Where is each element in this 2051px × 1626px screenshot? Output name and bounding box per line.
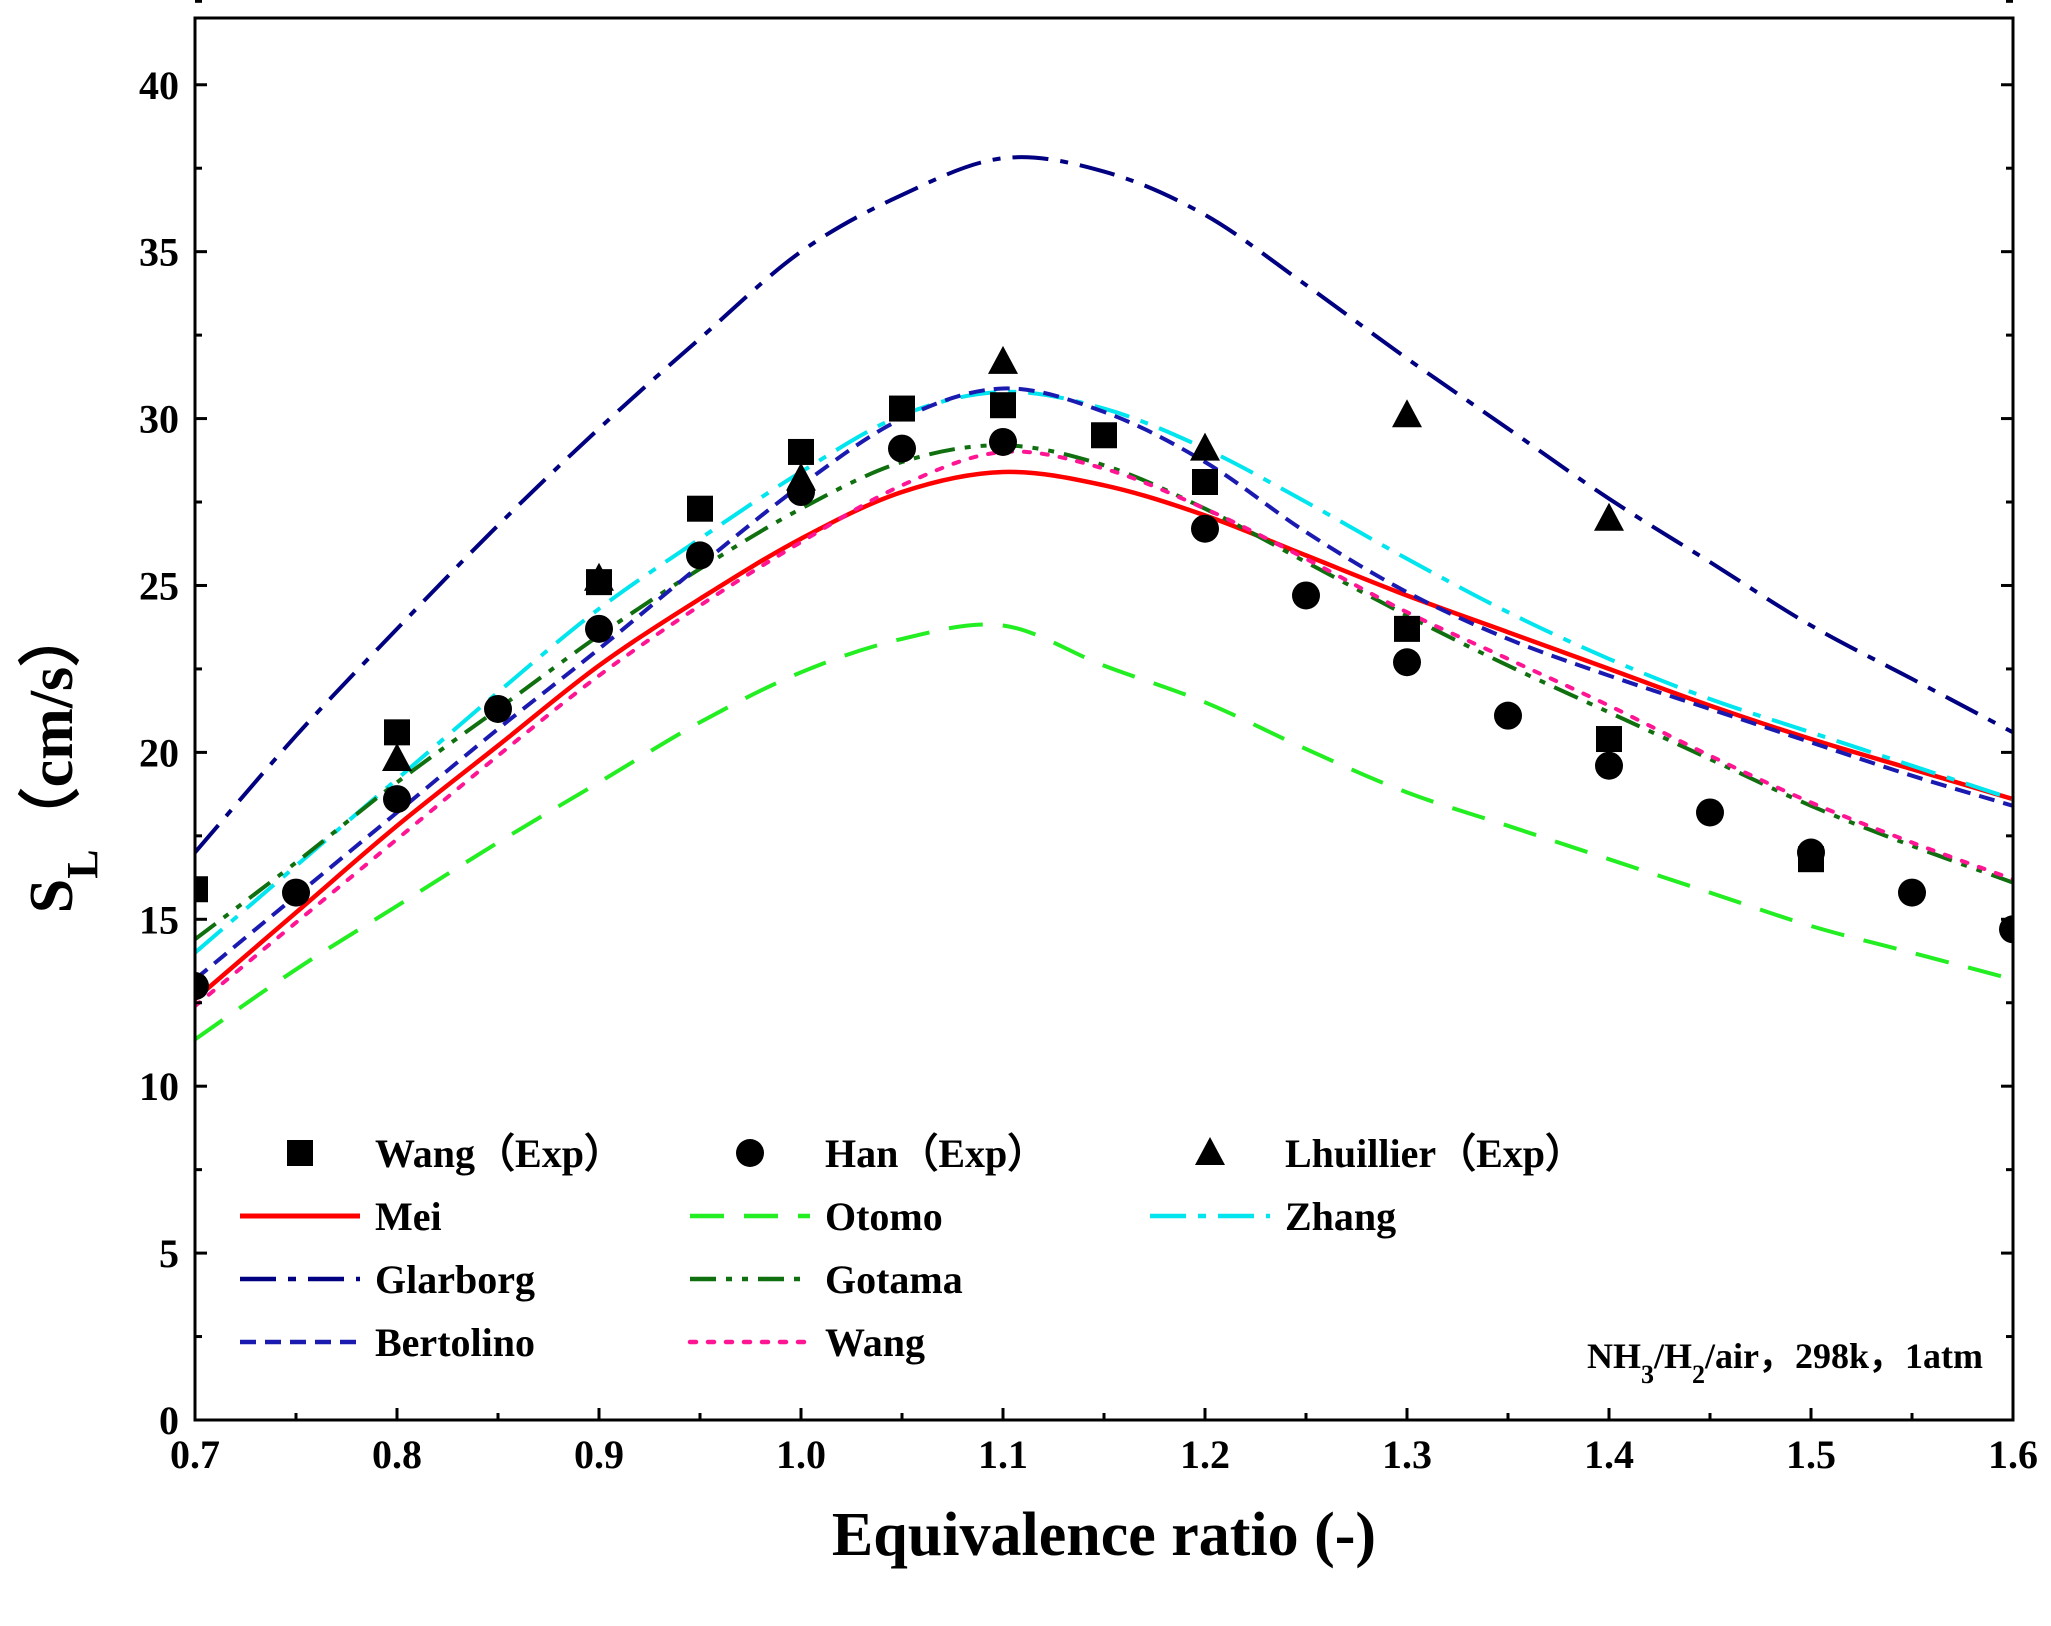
data-point-han-exp (686, 541, 714, 570)
x-tick-label: 0.7 (170, 1432, 220, 1477)
y-tick-label: 5 (159, 1231, 179, 1276)
legend-entry: Otomo (690, 1194, 943, 1239)
data-point-han-exp (989, 427, 1017, 456)
annotation-text: NH (1587, 1336, 1641, 1376)
data-point-han-exp (1191, 514, 1219, 543)
data-point-wang-exp (687, 495, 713, 522)
y-axis-title-sub: L (58, 849, 107, 878)
y-tick-label: 0 (159, 1398, 179, 1443)
data-point-han-exp (1292, 581, 1320, 610)
data-point-han-exp (282, 878, 310, 907)
y-tick-label: 20 (139, 730, 179, 775)
data-point-lhuillier-exp (584, 562, 614, 591)
legend-entry: Zhang (1150, 1194, 1396, 1239)
series-layer (195, 155, 2013, 1042)
y-tick-label: 10 (139, 1064, 179, 1109)
data-point-han-exp (484, 694, 512, 723)
series-line-glarborg (195, 155, 2013, 854)
legend-label: Mei (375, 1194, 442, 1239)
x-tick-label: 1.2 (1180, 1432, 1230, 1477)
series-line-bertolino (195, 386, 2013, 981)
series-line-otomo (195, 622, 2013, 1042)
data-point-han-exp (1898, 878, 1926, 907)
x-tick-label: 0.9 (574, 1432, 624, 1477)
data-point-lhuillier-exp (786, 462, 816, 491)
legend-entry: Mei (240, 1194, 442, 1239)
condition-annotation: NH3/H2/air，298k，1atm (1587, 1336, 1983, 1389)
annotation-text: /H (1653, 1336, 1692, 1376)
data-point-han-exp (1393, 648, 1421, 677)
data-point-wang-exp (1192, 468, 1218, 495)
series-line-mei (195, 469, 2013, 1002)
legend-entry: Lhuillier（Exp） (1195, 1131, 1585, 1176)
legend-entry: Bertolino (240, 1320, 535, 1365)
x-axis-title: Equivalence ratio (-) (832, 1501, 1376, 1569)
y-tick-label: 30 (139, 397, 179, 442)
annotation-subscript: 3 (1641, 1360, 1654, 1389)
marker-layer (195, 345, 2013, 1001)
y-axis-title-unit: （cm/s） (16, 605, 86, 850)
data-point-wang-exp (384, 719, 410, 746)
data-point-wang-exp (990, 392, 1016, 419)
y-axis-title: SL（cm/s） (16, 605, 107, 913)
x-tick-label: 1.3 (1382, 1432, 1432, 1477)
legend-label: Wang（Exp） (375, 1131, 624, 1176)
data-point-han-exp (585, 614, 613, 643)
legend-label: Gotama (825, 1257, 963, 1302)
legend-entry: Glarborg (240, 1257, 535, 1302)
series-line-wang (195, 449, 2013, 1009)
data-point-han-exp (1595, 751, 1623, 780)
x-tick-label: 1.1 (978, 1432, 1028, 1477)
y-tick-label: 25 (139, 563, 179, 608)
data-point-lhuillier-exp (1594, 502, 1624, 531)
x-tick-label: 1.0 (776, 1432, 826, 1477)
legend: Wang（Exp） Han（Exp） Lhuillier（Exp） Mei Otomo Z… (240, 1131, 1585, 1365)
legend-marker (287, 1140, 313, 1166)
data-point-han-exp (1797, 838, 1825, 867)
legend-label: Han（Exp） (825, 1131, 1047, 1176)
legend-entry: Han（Exp） (736, 1131, 1047, 1176)
data-point-wang-exp (889, 395, 915, 422)
data-point-han-exp (195, 972, 209, 1001)
legend-entry: Wang（Exp） (287, 1131, 624, 1176)
data-point-wang-exp (1394, 615, 1420, 642)
legend-label: Lhuillier（Exp） (1285, 1131, 1585, 1176)
data-point-lhuillier-exp (1190, 432, 1220, 461)
series-line-zhang (195, 389, 2013, 955)
data-point-lhuillier-exp (382, 743, 412, 772)
legend-entry: Wang (687, 1320, 925, 1365)
y-tick-label: 15 (139, 897, 179, 942)
y-tick-label: 40 (139, 63, 179, 108)
x-tick-label: 1.4 (1584, 1432, 1634, 1477)
tick-layer: 0.7 0.8 0.9 1.0 1.1 1.2 1.3 1.4 1.5 1.6 0 5 10 15 20 25… (139, 0, 2038, 1477)
legend-entry: Gotama (690, 1257, 963, 1302)
data-point-wang-exp (1091, 422, 1117, 449)
annotation-subscript: 2 (1692, 1360, 1705, 1389)
x-tick-label: 1.5 (1786, 1432, 1836, 1477)
legend-label: Glarborg (375, 1257, 535, 1302)
x-tick-label: 1.6 (1988, 1432, 2038, 1477)
data-point-lhuillier-exp (1392, 399, 1422, 428)
y-tick-label: 35 (139, 230, 179, 275)
legend-label: Bertolino (375, 1320, 535, 1365)
data-point-han-exp (1494, 701, 1522, 730)
x-tick-label: 0.8 (372, 1432, 422, 1477)
data-point-han-exp (888, 434, 916, 463)
data-point-han-exp (1696, 798, 1724, 827)
data-point-han-exp (383, 785, 411, 814)
legend-label: Wang (825, 1320, 925, 1365)
data-point-wang-exp (1596, 726, 1622, 753)
data-point-han-exp (1999, 915, 2013, 944)
data-point-wang-exp (195, 876, 208, 903)
y-axis-title-main: S (18, 879, 86, 913)
data-point-lhuillier-exp (988, 345, 1018, 374)
legend-marker (1195, 1137, 1225, 1165)
legend-label: Zhang (1285, 1194, 1396, 1239)
legend-label: Otomo (825, 1194, 943, 1239)
legend-marker (736, 1139, 764, 1167)
series-line-gotama (195, 443, 2013, 941)
annotation-text: /air，298k，1atm (1704, 1336, 1983, 1376)
data-point-wang-exp (788, 438, 814, 465)
